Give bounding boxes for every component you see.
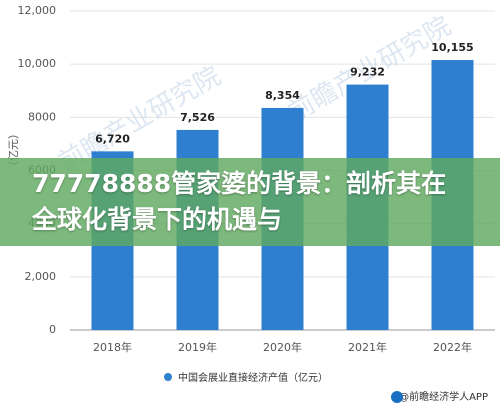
overlay-title: 77778888管家婆的背景：剖析其在全球化背景下的机遇与: [32, 169, 447, 234]
y-tick-label: 2,000: [25, 270, 57, 283]
value-label: 6,720: [95, 132, 130, 145]
x-tick-label: 2022年: [433, 340, 472, 354]
x-tick-label: 2021年: [348, 340, 387, 354]
x-tick-label: 2018年: [93, 340, 132, 354]
y-tick-label: 12,000: [18, 4, 57, 17]
legend-label: 中国会展业直接经济产值（亿元）: [178, 371, 328, 384]
x-tick-label: 2020年: [263, 340, 302, 354]
source-icon: [391, 391, 403, 403]
source: @前瞻经济学人APP: [399, 390, 488, 403]
overlay-banner: 77778888管家婆的背景：剖析其在全球化背景下的机遇与: [0, 158, 500, 246]
value-label: 8,354: [265, 89, 300, 102]
legend-marker: [164, 373, 172, 381]
y-tick-label: 8000: [28, 110, 56, 123]
value-label: 10,155: [431, 41, 473, 54]
y-tick-label: 10,000: [18, 57, 57, 70]
y-tick-label: 0: [49, 323, 56, 336]
value-label: 7,526: [180, 111, 215, 124]
value-label: 9,232: [350, 66, 385, 79]
x-tick-label: 2019年: [178, 340, 217, 354]
